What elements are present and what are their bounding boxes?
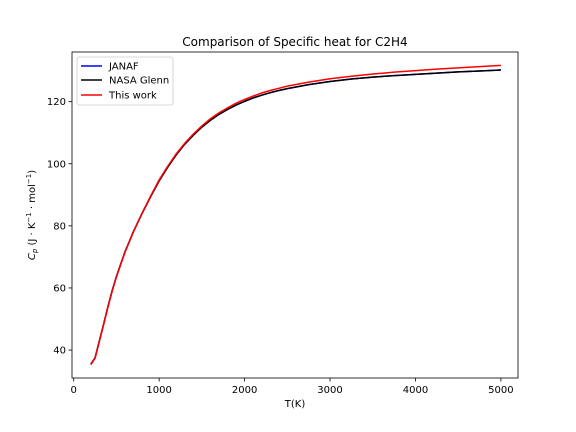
y-axis-label: Cp (J · K−1 · mol−1) <box>25 170 39 260</box>
axes-frame <box>71 51 519 379</box>
y-axis-label-mid: · mol <box>27 184 38 212</box>
y-axis-label-prefix: C <box>27 253 38 260</box>
x-tick-label: 5000 <box>488 385 513 396</box>
y-axis-label-body: (J · K <box>27 222 38 249</box>
y-tick-label: 120 <box>47 97 66 108</box>
series-layer <box>90 64 501 366</box>
plot-area <box>71 51 519 379</box>
legend-box <box>76 56 174 106</box>
y-tick-label: 60 <box>53 283 66 294</box>
x-tick-label: 2000 <box>232 385 257 396</box>
x-tick-label: 1000 <box>146 385 171 396</box>
legend-label-this-work: This work <box>108 91 157 102</box>
y-tick-label: 40 <box>53 346 66 357</box>
y-axis-ticks: 40 60 80 100 120 <box>47 97 72 357</box>
y-tick-label: 80 <box>53 221 66 232</box>
legend-label-nasa-glenn: NASA Glenn <box>109 76 169 87</box>
x-tick-label: 0 <box>71 385 77 396</box>
series-line-this-work <box>90 64 501 366</box>
chart-title: Comparison of Specific heat for C2H4 <box>182 35 407 49</box>
y-axis-label-end: ) <box>27 170 38 174</box>
y-axis-label-subscript: p <box>31 248 39 254</box>
x-tick-label: 4000 <box>403 385 428 396</box>
legend: JANAF NASA Glenn This work <box>76 56 174 106</box>
x-axis-label: T(K) <box>284 399 306 410</box>
y-tick-label: 100 <box>47 159 66 170</box>
y-axis-label-sup2: −1 <box>25 174 33 184</box>
legend-label-janaf: JANAF <box>108 62 139 73</box>
x-tick-label: 3000 <box>317 385 342 396</box>
y-axis-label-sup1: −1 <box>25 212 33 222</box>
x-axis-ticks: 0 1000 2000 3000 4000 5000 <box>71 378 514 396</box>
